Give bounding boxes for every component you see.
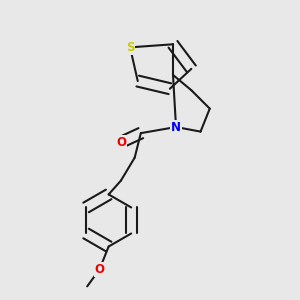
Text: S: S [126, 41, 134, 54]
Text: N: N [171, 121, 181, 134]
Text: O: O [94, 263, 104, 276]
Text: O: O [116, 136, 126, 149]
